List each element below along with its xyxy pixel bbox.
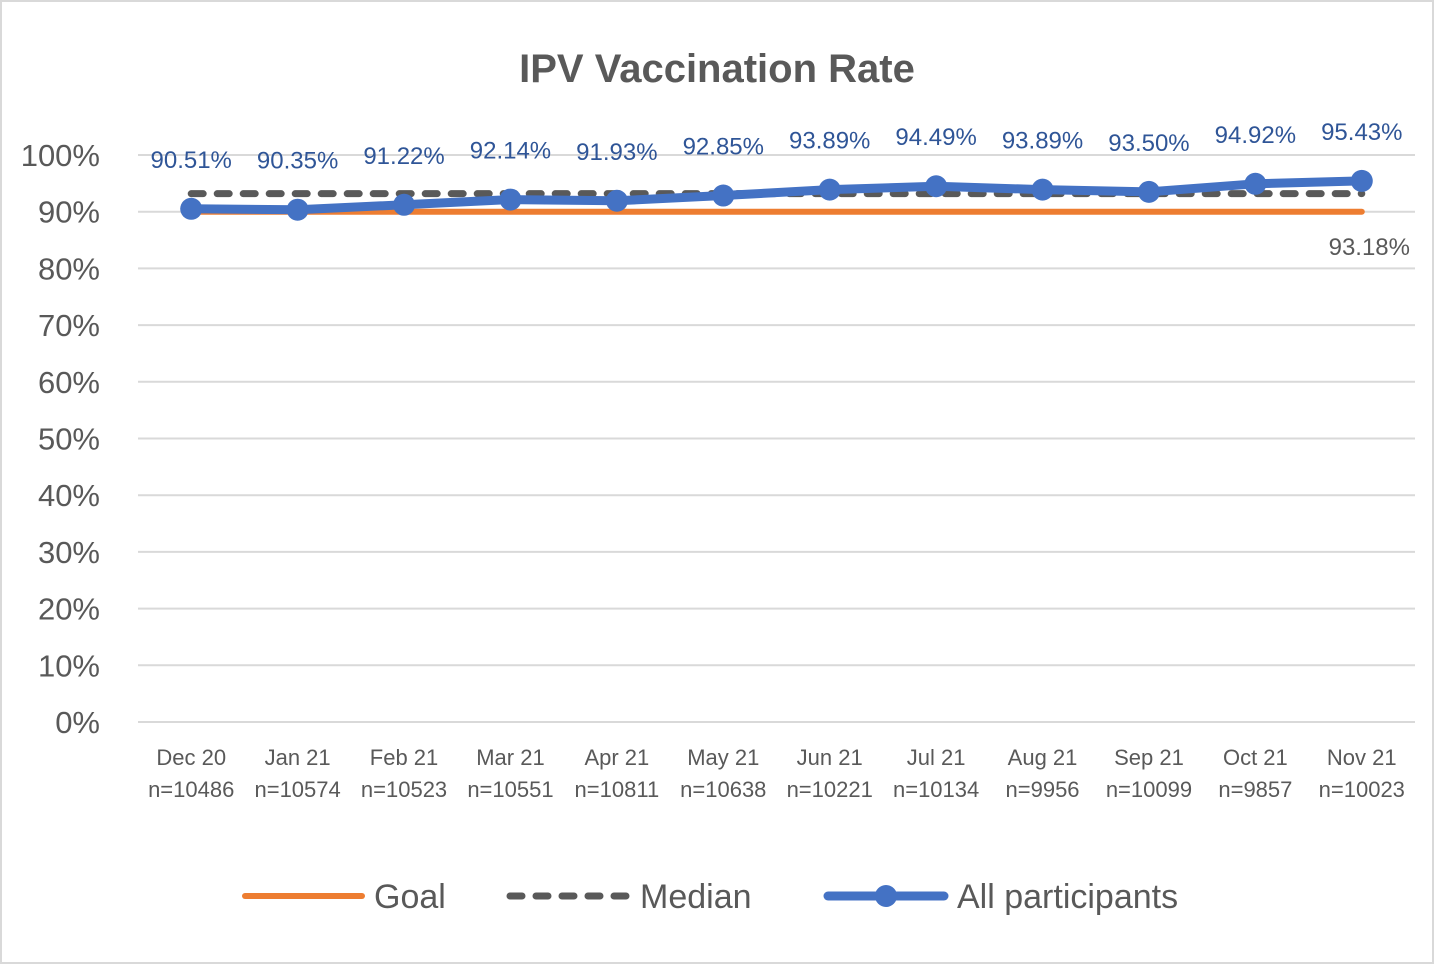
x-tick-label: Jul 21 xyxy=(907,745,966,770)
x-tick-n-label: n=10023 xyxy=(1319,777,1405,802)
x-tick-label: Aug 21 xyxy=(1008,745,1078,770)
y-tick-label: 100% xyxy=(21,138,100,173)
x-tick-label: Nov 21 xyxy=(1327,745,1397,770)
x-tick-n-label: n=10638 xyxy=(680,777,766,802)
chart-title: IPV Vaccination Rate xyxy=(519,47,915,91)
median-data-label: 93.18% xyxy=(1329,234,1410,261)
data-label: 90.35% xyxy=(257,148,338,175)
legend-label: Goal xyxy=(374,878,446,916)
data-point-marker xyxy=(818,178,841,201)
x-tick-n-label: n=10574 xyxy=(254,777,340,802)
data-point-marker xyxy=(1137,180,1160,203)
x-tick-n-label: n=10134 xyxy=(893,777,979,802)
data-label: 91.22% xyxy=(363,143,444,170)
x-tick-n-label: n=10486 xyxy=(148,777,234,802)
series-line-all-participants xyxy=(186,176,1367,215)
y-tick-label: 70% xyxy=(38,308,100,343)
series-group xyxy=(180,169,1373,221)
y-tick-label: 60% xyxy=(38,365,100,400)
y-tick-label: 20% xyxy=(38,592,100,627)
legend: Goal Median All participants xyxy=(242,878,1178,916)
y-tick-label: 50% xyxy=(38,422,100,457)
y-tick-label: 40% xyxy=(38,478,100,513)
data-label: 93.50% xyxy=(1108,130,1189,157)
x-tick-label: May 21 xyxy=(687,745,759,770)
y-tick-label: 0% xyxy=(55,705,100,740)
data-label: 95.43% xyxy=(1321,119,1402,146)
data-point-marker xyxy=(1350,169,1373,192)
data-label: 93.89% xyxy=(1002,128,1083,155)
x-axis-ticks: Dec 20 n=10486 Jan 21 n=10574 Feb 21 n=10523 M… xyxy=(148,745,1405,802)
legend-item: All participants xyxy=(823,878,1178,916)
y-tick-label: 10% xyxy=(38,648,100,683)
legend-label: Median xyxy=(640,878,752,916)
data-point-marker xyxy=(393,193,416,216)
data-label: 93.89% xyxy=(789,128,870,155)
data-point-marker xyxy=(605,189,628,212)
data-point-marker xyxy=(925,175,948,198)
data-labels: 93.18% 90.51% 90.35% 91.22% 92.14% 91.93% 92.8… xyxy=(151,119,1410,261)
legend-marker xyxy=(875,885,897,907)
y-tick-label: 30% xyxy=(38,535,100,570)
x-tick-n-label: n=10523 xyxy=(361,777,447,802)
data-point-marker xyxy=(286,198,309,221)
x-tick-n-label: n=10551 xyxy=(467,777,553,802)
x-tick-label: Dec 20 xyxy=(156,745,226,770)
x-tick-label: Sep 21 xyxy=(1114,745,1184,770)
data-point-marker xyxy=(1244,172,1267,195)
x-tick-n-label: n=9956 xyxy=(1006,777,1080,802)
data-point-marker xyxy=(712,184,735,207)
data-point-marker xyxy=(499,188,522,211)
data-point-marker xyxy=(1031,178,1054,201)
x-tick-label: Feb 21 xyxy=(370,745,439,770)
data-label: 92.85% xyxy=(683,134,764,161)
x-tick-label: Oct 21 xyxy=(1223,745,1288,770)
x-tick-n-label: n=10221 xyxy=(787,777,873,802)
y-axis-ticks: 0% 10% 20% 30% 40% 50% 60% 70% 80% 90% 100% xyxy=(21,138,100,740)
x-tick-label: Apr 21 xyxy=(584,745,649,770)
data-label: 94.49% xyxy=(895,124,976,151)
x-tick-n-label: n=10099 xyxy=(1106,777,1192,802)
data-label: 92.14% xyxy=(470,138,551,165)
data-label: 91.93% xyxy=(576,139,657,166)
data-label: 94.92% xyxy=(1215,122,1296,149)
legend-label: All participants xyxy=(957,878,1178,916)
legend-item: Goal xyxy=(242,878,446,916)
y-tick-label: 80% xyxy=(38,251,100,286)
x-tick-label: Jun 21 xyxy=(797,745,863,770)
x-tick-n-label: n=9857 xyxy=(1218,777,1292,802)
data-label: 90.51% xyxy=(151,147,232,174)
y-tick-label: 90% xyxy=(38,195,100,230)
x-tick-label: Mar 21 xyxy=(476,745,544,770)
x-tick-n-label: n=10811 xyxy=(575,777,660,802)
x-tick-label: Jan 21 xyxy=(265,745,331,770)
gridlines xyxy=(138,154,1415,723)
data-point-marker xyxy=(180,197,203,220)
legend-item: Median xyxy=(506,878,752,916)
